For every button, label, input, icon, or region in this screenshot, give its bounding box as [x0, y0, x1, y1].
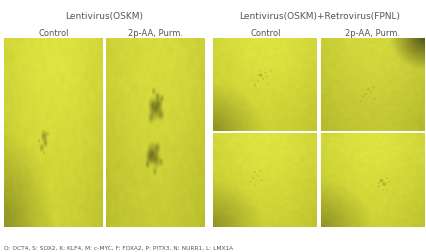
Text: 2p-AA, Purm.: 2p-AA, Purm. [345, 28, 400, 38]
Text: Lentivirus(OSKM): Lentivirus(OSKM) [66, 12, 143, 21]
Text: O: OCT4, S: SOX2, K: KLF4, M: c-MYC, F: FOXA2, P: PITX3, N: NURR1, L: LMX1A: O: OCT4, S: SOX2, K: KLF4, M: c-MYC, F: … [4, 244, 233, 249]
Text: Lentivirus(OSKM)+Retrovirus(FPNL): Lentivirus(OSKM)+Retrovirus(FPNL) [238, 12, 399, 21]
Text: Control: Control [38, 28, 69, 38]
Text: 2p-AA, Purm.: 2p-AA, Purm. [128, 28, 183, 38]
Text: Control: Control [250, 28, 280, 38]
